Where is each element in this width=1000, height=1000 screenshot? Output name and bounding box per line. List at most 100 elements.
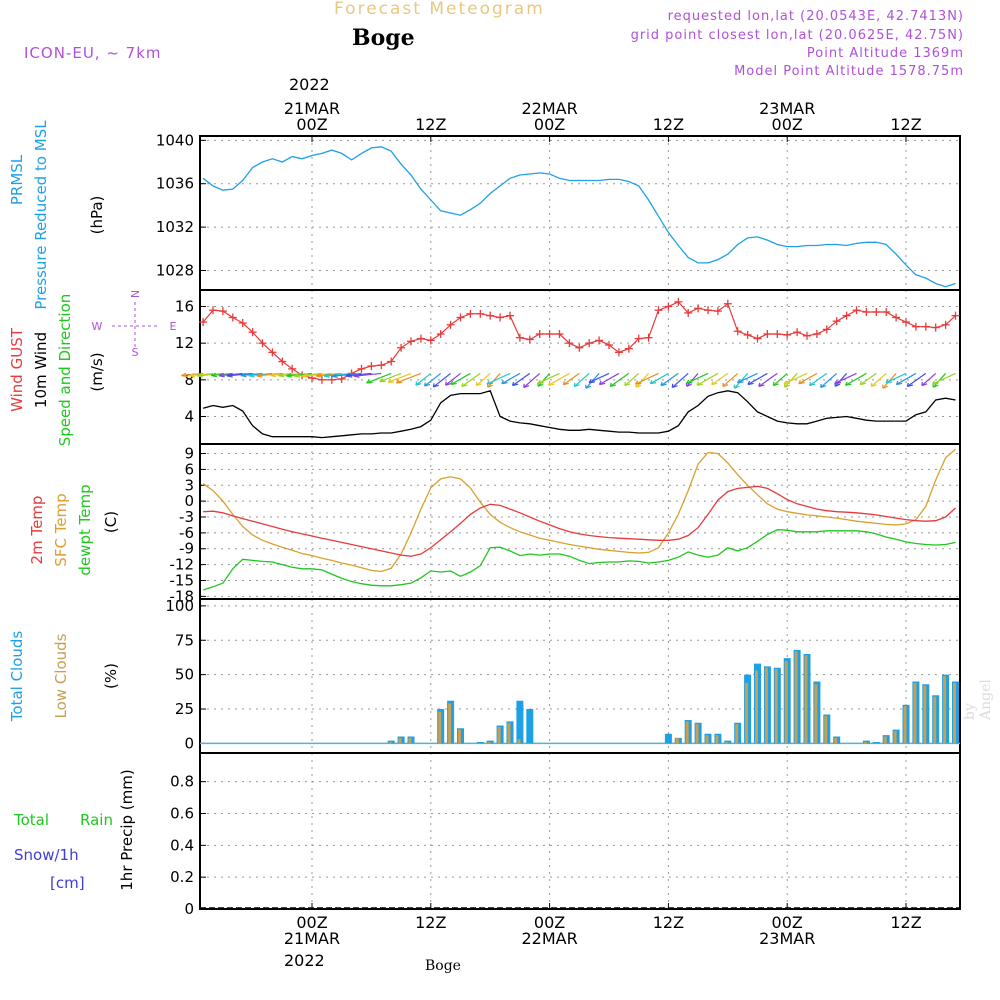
wind-direction-arrow xyxy=(885,372,907,384)
gust-marker xyxy=(644,333,653,342)
gust-marker xyxy=(337,374,346,383)
wind-direction-arrow xyxy=(820,372,838,388)
y-tick-label: 0 xyxy=(184,734,194,752)
compass-e: E xyxy=(170,320,177,333)
wind-direction-arrow xyxy=(711,372,729,386)
wind-direction-arrow xyxy=(772,372,788,387)
pressure-unit-label: (hPa) xyxy=(88,196,106,235)
low-clouds-bar xyxy=(497,726,501,744)
y-tick-label: 50 xyxy=(175,666,194,684)
gust-marker xyxy=(931,323,940,332)
gust-marker xyxy=(704,306,712,315)
low-clouds-bar xyxy=(784,660,788,744)
low-clouds-bar xyxy=(477,743,481,744)
wind-direction-arrow xyxy=(511,372,531,387)
chart-title: Forecast Meteogram xyxy=(334,0,545,19)
wind-direction-arrow xyxy=(379,372,402,383)
gust-marker xyxy=(921,322,930,331)
total-clouds-bar xyxy=(476,742,484,744)
time-tick-label-top: 00Z xyxy=(772,115,803,134)
wind-direction-arrow xyxy=(395,372,422,384)
sfc-temp-series-line xyxy=(202,448,956,573)
gust-marker xyxy=(763,330,772,338)
low-clouds-bar xyxy=(438,711,442,744)
wind-direction-arrow xyxy=(798,372,818,385)
gust-marker xyxy=(248,328,257,337)
wind-direction-arrow xyxy=(588,372,610,384)
model-altitude: Model Point Altitude 1578.75m xyxy=(734,64,964,79)
time-tick-label-top: 00Z xyxy=(296,115,327,134)
wind-direction-arrow xyxy=(624,372,640,387)
wind-direction-arrow xyxy=(424,372,442,387)
wind-direction-arrow xyxy=(353,372,382,378)
y-tick-label: -18 xyxy=(170,587,195,605)
gust-marker xyxy=(664,302,673,311)
prmsl-label: PRMSL xyxy=(8,154,26,205)
total-clouds-bar xyxy=(664,733,672,744)
wind-direction-arrow xyxy=(845,372,867,386)
wind-direction-arrow xyxy=(501,372,521,385)
wind-direction-arrow xyxy=(366,372,392,384)
dewpt-series-line xyxy=(202,529,956,591)
y-tick-label: 8 xyxy=(184,371,194,389)
wind-direction-arrow xyxy=(573,372,590,388)
low-clouds-bar xyxy=(933,696,937,744)
gust-marker xyxy=(426,336,435,345)
gust-marker xyxy=(397,343,406,352)
compass-icon: N S W E xyxy=(92,290,177,359)
requested-coords: requested lon,lat (20.0543E, 42.7413N) xyxy=(667,9,964,24)
wind-unit-label: (m/s) xyxy=(88,352,106,391)
low-clouds-bar xyxy=(408,737,412,744)
wind-direction-arrow xyxy=(598,372,620,386)
y-tick-label: 9 xyxy=(184,445,194,463)
footer-location: Boge xyxy=(425,958,461,974)
gust-marker xyxy=(605,341,613,349)
y-tick-label: 16 xyxy=(175,298,194,316)
gust-marker xyxy=(674,297,683,306)
y-tick-label: 0 xyxy=(184,492,194,510)
y-tick-label: 0 xyxy=(184,900,194,918)
total-clouds-bar xyxy=(526,709,534,744)
grid-point-coords: grid point closest lon,lat (20.0625E, 42… xyxy=(630,28,964,43)
wind-direction-arrow xyxy=(609,372,630,387)
wind-direction-arrow xyxy=(685,373,699,387)
compass-s: S xyxy=(132,346,139,359)
wind-direction-arrow xyxy=(859,372,877,386)
gust-marker xyxy=(476,309,485,318)
y-tick-label: 1028 xyxy=(156,261,194,279)
gust-marker xyxy=(506,311,514,320)
gust-marker xyxy=(723,299,732,308)
wind-direction-arrow xyxy=(486,372,511,385)
gust-marker xyxy=(209,306,217,315)
time-tick-label-top: 21MAR xyxy=(284,99,340,118)
gust-marker xyxy=(466,309,475,318)
temp-unit-label: (C) xyxy=(102,511,120,533)
low-clouds-bar xyxy=(458,729,461,744)
wind-speed-series-line xyxy=(202,390,956,439)
wind-direction-arrow xyxy=(758,372,778,387)
gust-marker xyxy=(911,322,920,331)
wind-panel: 4 8 12 16 xyxy=(175,289,961,445)
location-title: Boge xyxy=(352,25,415,51)
gust-marker xyxy=(684,308,693,317)
wind-direction-arrow xyxy=(737,372,758,384)
time-tick-label-top: 23MAR xyxy=(759,99,815,118)
low-clouds-label: Low Clouds xyxy=(52,633,70,718)
wind-direction-arrow xyxy=(415,372,432,386)
wind-10m-label: 10m Wind xyxy=(32,332,50,408)
gust-marker xyxy=(238,319,247,327)
y-tick-label: 0.6 xyxy=(170,804,194,822)
wind-direction-arrow xyxy=(315,372,342,378)
low-clouds-bar xyxy=(487,742,491,744)
gust-marker xyxy=(446,320,455,329)
wind-direction-arrow xyxy=(461,372,481,387)
wind-direction-arrow xyxy=(635,372,659,385)
gust-marker xyxy=(456,313,465,322)
wind-direction-arrow xyxy=(432,372,451,388)
wind-direction-arrow xyxy=(548,372,570,386)
wind-direction-arrow xyxy=(932,372,956,385)
y-tick-label: 0.8 xyxy=(170,773,194,791)
low-clouds-bar xyxy=(705,735,709,744)
time-tick-label-top: 12Z xyxy=(653,115,684,134)
y-tick-label: 25 xyxy=(175,700,194,718)
